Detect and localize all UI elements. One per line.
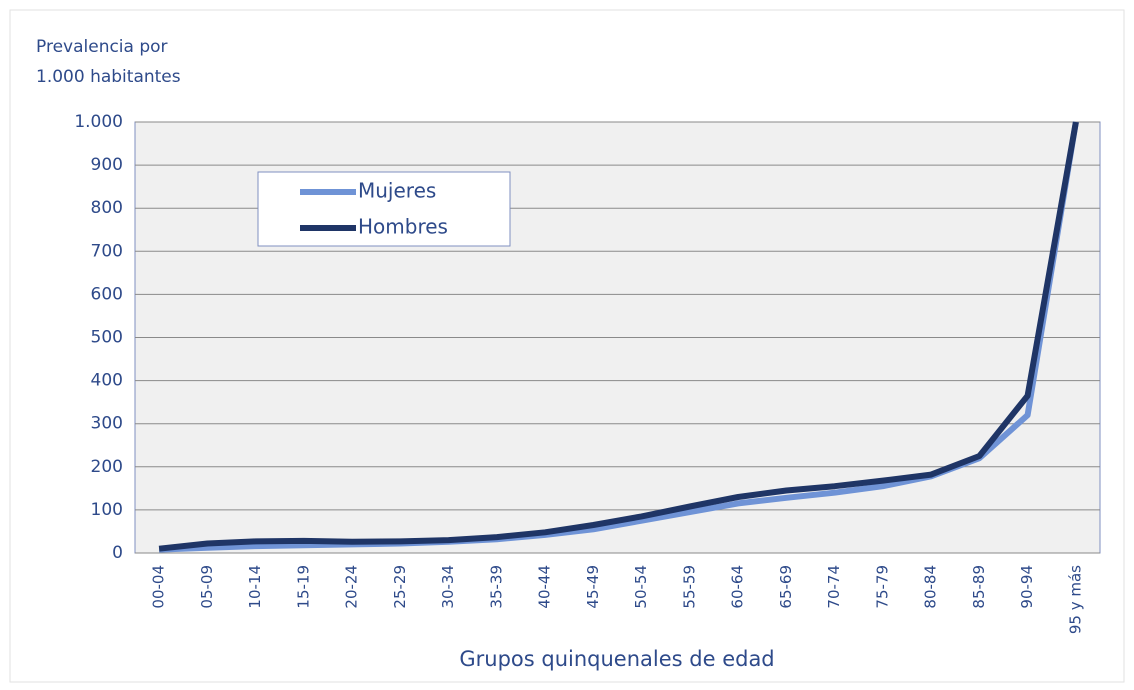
x-tick-label: 85-89	[970, 565, 988, 609]
y-tick-label: 800	[91, 198, 123, 218]
x-tick-label: 80-84	[922, 565, 940, 609]
x-axis-title: Grupos quinquenales de edad	[459, 647, 774, 671]
y-axis-title: Prevalencia por	[36, 37, 168, 57]
y-axis-title: 1.000 habitantes	[36, 67, 181, 87]
x-tick-label: 00-04	[150, 565, 168, 609]
y-tick-label: 400	[91, 371, 123, 391]
x-tick-label: 15-19	[294, 565, 312, 609]
series-line	[158, 121, 1079, 552]
x-tick-label: 90-94	[1018, 565, 1036, 609]
legend	[257, 171, 511, 247]
x-tick-label: 65-69	[777, 565, 795, 609]
grid	[135, 121, 1100, 554]
x-tick-label: 30-34	[439, 565, 457, 609]
x-tick-label: 75-79	[873, 565, 891, 609]
y-tick-label: 1.000	[74, 112, 123, 132]
y-tick-label: 500	[91, 328, 123, 348]
y-tick-label: 900	[91, 155, 123, 175]
x-tick-label: 05-09	[198, 565, 216, 609]
x-tick-label: 40-44	[536, 565, 554, 609]
x-tick-label: 10-14	[246, 565, 264, 609]
y-tick-label: 700	[91, 241, 123, 261]
x-tick-label: 70-74	[825, 565, 843, 609]
x-tick-label: 20-24	[343, 565, 361, 609]
x-tick-label: 25-29	[391, 565, 409, 609]
y-tick-label: 200	[91, 457, 123, 477]
x-tick-label: 95 y más	[1066, 565, 1084, 634]
y-tick-label: 300	[91, 414, 123, 434]
y-tick-label: 0	[112, 543, 123, 563]
legend-label: Hombres	[358, 215, 448, 239]
x-tick-label: 35-39	[487, 565, 505, 609]
x-tick-label: 45-49	[584, 565, 602, 609]
x-tick-label: 60-64	[729, 565, 747, 609]
x-tick-label: 55-59	[680, 565, 698, 609]
y-tick-label: 100	[91, 500, 123, 520]
y-tick-label: 600	[91, 284, 123, 304]
x-tick-label: 50-54	[632, 565, 650, 609]
legend-label: Mujeres	[358, 179, 436, 203]
lines	[158, 121, 1079, 553]
